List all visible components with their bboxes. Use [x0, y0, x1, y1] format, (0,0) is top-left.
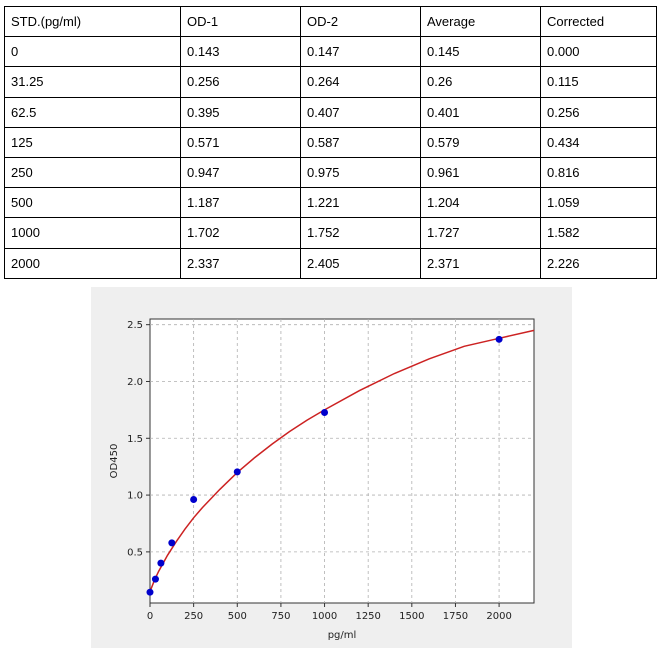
y-axis-label: OD450: [109, 444, 120, 479]
table-cell: 2000: [4, 247, 181, 279]
table-cell: 0.000: [540, 36, 657, 68]
data-points: [146, 335, 503, 596]
table-cell: 31.25: [4, 66, 181, 98]
x-tick-label: 1750: [443, 611, 468, 622]
table-cell: 2.405: [300, 247, 421, 279]
table-cell: 0.264: [300, 66, 421, 98]
table-row: 500 1.187 1.221 1.204 1.059: [4, 187, 657, 219]
table-row: 1000 1.702 1.752 1.727 1.582: [4, 217, 657, 249]
data-point: [157, 559, 165, 567]
x-tick-label: 0: [147, 611, 153, 622]
table-cell: 1.221: [300, 187, 421, 219]
data-point: [495, 335, 503, 343]
header-std: STD.(pg/ml): [4, 5, 181, 38]
table-header-row: STD.(pg/ml) OD-1 OD-2 Average Corrected: [4, 5, 657, 38]
grid-lines: [150, 319, 534, 603]
table-cell: 2.337: [180, 247, 301, 279]
table-cell: 1000: [4, 217, 181, 249]
x-tick-label: 1250: [355, 611, 380, 622]
table-cell: 1.727: [420, 217, 541, 249]
table-cell: 62.5: [4, 96, 181, 128]
table-row: 0 0.143 0.147 0.145 0.000: [4, 36, 657, 68]
table-cell: 0.579: [420, 126, 541, 158]
standard-curve-chart: 0 250 500 750 1000 1250 1500 1750 2000 0.5 1.0 1.5 2…: [91, 287, 572, 648]
x-tick-label: 2000: [486, 611, 511, 622]
table-cell: 250: [4, 156, 181, 189]
axis-ticks: 0 250 500 750 1000 1250 1500 1750 2000 0.5 1.0 1.5 2…: [127, 320, 512, 622]
table-cell: 0: [4, 36, 181, 68]
table-cell: 0.401: [420, 96, 541, 128]
table-row: 31.25 0.256 0.264 0.26 0.115: [4, 66, 657, 98]
data-point: [146, 588, 154, 596]
table-cell: 0.256: [180, 66, 301, 98]
data-point: [321, 408, 329, 416]
table-cell: 0.145: [420, 36, 541, 68]
table-cell: 1.702: [180, 217, 301, 249]
y-tick-label: 1.5: [127, 434, 143, 445]
table-cell: 0.961: [420, 156, 541, 189]
table-cell: 0.816: [540, 156, 657, 189]
table-cell: 0.407: [300, 96, 421, 128]
table-row: 250 0.947 0.975 0.961 0.816: [4, 156, 657, 189]
table-cell: 0.571: [180, 126, 301, 158]
table-cell: 0.395: [180, 96, 301, 128]
x-axis-label: pg/ml: [328, 630, 357, 641]
table-cell: 0.947: [180, 156, 301, 189]
fit-curve-layer: [149, 329, 535, 592]
fit-curve: [149, 329, 535, 592]
data-point: [233, 468, 241, 476]
table-cell: 0.26: [420, 66, 541, 98]
y-tick-label: 1.0: [127, 491, 143, 502]
table-cell: 1.187: [180, 187, 301, 219]
table-row: 62.5 0.395 0.407 0.401 0.256: [4, 96, 657, 128]
table-cell: 2.226: [540, 247, 657, 279]
table-cell: 0.115: [540, 66, 657, 98]
table-cell: 0.975: [300, 156, 421, 189]
x-tick-label: 750: [271, 611, 290, 622]
table-cell: 1.582: [540, 217, 657, 249]
x-tick-label: 1000: [312, 611, 337, 622]
table-cell: 0.147: [300, 36, 421, 68]
plot-area: [149, 318, 535, 604]
data-point: [168, 539, 176, 547]
table-cell: 0.587: [300, 126, 421, 158]
header-average: Average: [420, 5, 541, 38]
x-tick-label: 500: [228, 611, 247, 622]
chart-svg: 0 250 500 750 1000 1250 1500 1750 2000 0.5 1.0 1.5 2…: [109, 318, 535, 641]
table-cell: 1.059: [540, 187, 657, 219]
table-cell: 0.434: [540, 126, 657, 158]
table-cell: 1.752: [300, 217, 421, 249]
header-od2: OD-2: [300, 5, 421, 38]
table-cell: 1.204: [420, 187, 541, 219]
table-cell: 0.143: [180, 36, 301, 68]
data-point: [190, 496, 198, 504]
y-tick-label: 2.5: [127, 320, 143, 331]
y-tick-label: 0.5: [127, 547, 143, 558]
table-cell: 0.256: [540, 96, 657, 128]
data-point: [151, 575, 159, 583]
table-cell: 2.371: [420, 247, 541, 279]
header-od1: OD-1: [180, 5, 301, 38]
table-row: 125 0.571 0.587 0.579 0.434: [4, 126, 657, 158]
table-row: 2000 2.337 2.405 2.371 2.226: [4, 247, 657, 279]
header-corrected: Corrected: [540, 5, 657, 38]
table-cell: 125: [4, 126, 181, 158]
y-tick-label: 2.0: [127, 377, 143, 388]
table-cell: 500: [4, 187, 181, 219]
x-tick-label: 1500: [399, 611, 424, 622]
standard-curve-table: STD.(pg/ml) OD-1 OD-2 Average Corrected …: [4, 5, 657, 279]
x-tick-label: 250: [184, 611, 203, 622]
